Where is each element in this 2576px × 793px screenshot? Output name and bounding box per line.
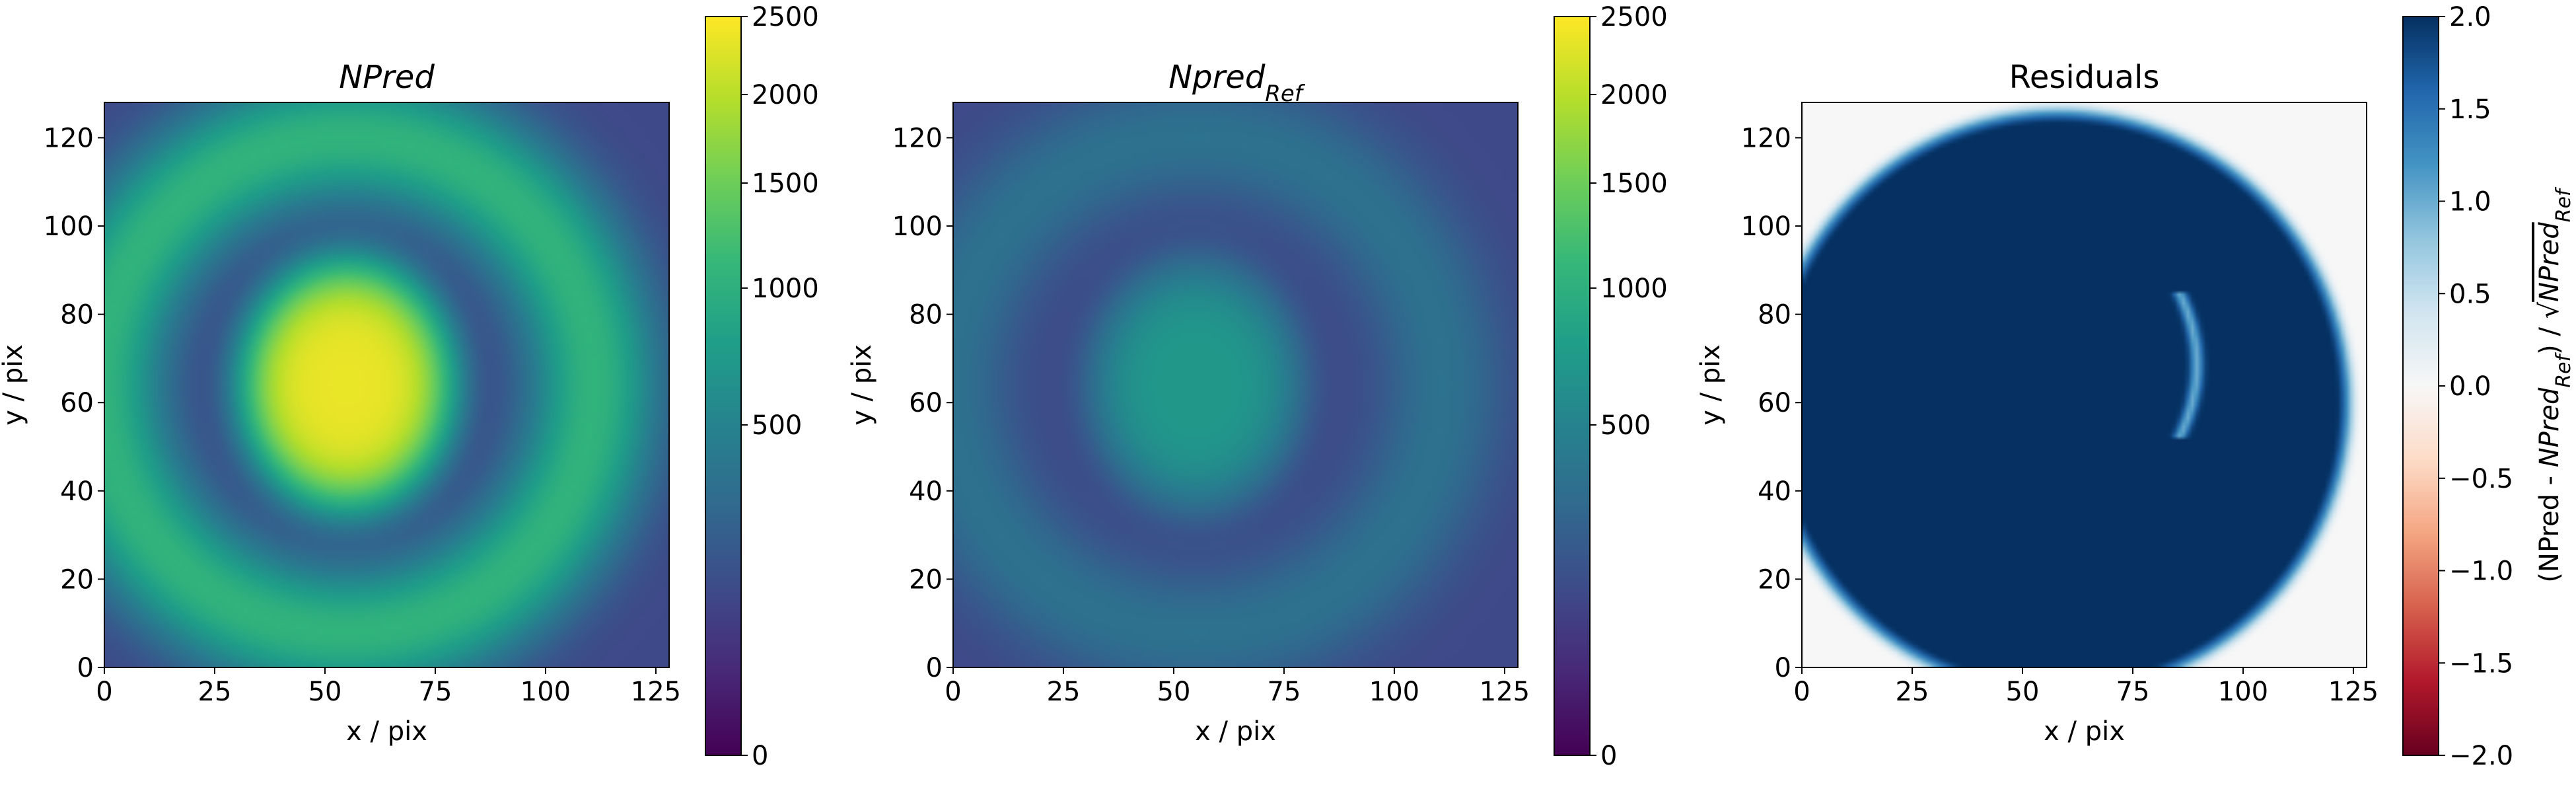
- colorbar-tick-label: −1.0: [2449, 556, 2513, 587]
- y-tick-label: 20: [909, 564, 943, 595]
- x-tick-label: 0: [1793, 677, 1810, 707]
- y-axis-label: y / pix: [1696, 344, 1726, 426]
- x-axis-label: x / pix: [346, 716, 427, 747]
- chart-title: NpredRef: [1168, 59, 1306, 107]
- colorbar-tick-label: 2000: [1600, 80, 1668, 110]
- axes-frame: [1801, 102, 2367, 668]
- heatmap-image: [1802, 102, 2367, 667]
- colorbar-tick-label: 2000: [752, 80, 819, 110]
- y-tick-label: 0: [926, 653, 943, 683]
- colorbar-tick-label: 2.0: [2449, 2, 2491, 32]
- chart-title: Residuals: [2009, 59, 2160, 96]
- heatmap-image: [104, 102, 669, 667]
- colorbar-tick-label: 1.5: [2449, 94, 2491, 125]
- x-tick-label: 25: [1047, 677, 1081, 707]
- chart-title: NPred: [339, 59, 435, 96]
- y-tick-label: 120: [1741, 123, 1791, 153]
- x-tick-label: 75: [1268, 677, 1301, 707]
- panel-3: 0 25 50 75 100 125 0 20 40 60 80 100 120 x / pix y / p…: [1696, 2, 2575, 771]
- y-tick-label: 40: [909, 476, 943, 507]
- x-tick-label: 75: [2116, 677, 2150, 707]
- x-tick-label: 100: [1369, 677, 1419, 707]
- y-tick-label: 80: [60, 300, 94, 330]
- colorbar-tick-label: 2500: [1600, 2, 1668, 32]
- colorbar-tick-label: 1500: [752, 169, 819, 199]
- y-tick-label: 20: [1758, 564, 1791, 595]
- y-tick-label: 40: [60, 476, 94, 507]
- colorbar: [705, 16, 742, 756]
- colorbar: [2402, 16, 2439, 756]
- colorbar-tick-label: 2500: [752, 2, 819, 32]
- y-tick-label: 120: [44, 123, 94, 153]
- y-tick-label: 80: [1758, 300, 1791, 330]
- x-tick-label: 75: [419, 677, 452, 707]
- colorbar-tick-label: 1500: [1600, 169, 1668, 199]
- colorbar-tick-label: −0.5: [2449, 464, 2513, 494]
- colorbar-tick-label: −2.0: [2449, 741, 2513, 771]
- y-tick-label: 120: [892, 123, 943, 153]
- colorbar-tick-label: 500: [1600, 410, 1651, 441]
- panel-2: 0 25 50 75 100 125 0 20 40 60 80 100 120 x / pix y / p…: [847, 2, 1668, 771]
- colorbar-tick-label: 500: [752, 410, 802, 441]
- x-tick-label: 50: [1157, 677, 1191, 707]
- y-tick-label: 100: [1741, 211, 1791, 242]
- y-tick-label: 40: [1758, 476, 1791, 507]
- x-tick-label: 0: [96, 677, 112, 707]
- y-tick-label: 60: [60, 388, 94, 418]
- x-tick-label: 50: [308, 677, 342, 707]
- x-tick-label: 25: [1896, 677, 1929, 707]
- colorbar-tick-label: 0: [752, 741, 768, 771]
- colorbar-tick-label: 1.0: [2449, 187, 2491, 217]
- colorbar-tick-label: 1000: [752, 274, 819, 304]
- y-tick-label: 80: [909, 300, 943, 330]
- colorbar-tick-label: 0: [1600, 741, 1617, 771]
- y-tick-label: 60: [1758, 388, 1791, 418]
- x-tick-label: 125: [1480, 677, 1530, 707]
- x-tick-label: 25: [198, 677, 232, 707]
- y-tick-label: 0: [77, 653, 94, 683]
- x-tick-label: 100: [2218, 677, 2268, 707]
- colorbar-tick-label: 0.0: [2449, 371, 2491, 402]
- y-tick-label: 0: [1775, 653, 1791, 683]
- x-tick-label: 125: [2328, 677, 2379, 707]
- x-tick-label: 0: [945, 677, 961, 707]
- colorbar-tick-label: −1.5: [2449, 648, 2513, 679]
- y-axis-label: y / pix: [0, 344, 28, 426]
- colorbar-tick-label: 0.5: [2449, 279, 2491, 309]
- y-tick-label: 100: [892, 211, 943, 242]
- x-axis-label: x / pix: [2044, 716, 2125, 747]
- heatmap-image: [953, 102, 1518, 667]
- y-tick-label: 60: [909, 388, 943, 418]
- panel-1: 0 25 50 75 100 125 0 20 40 60 80 100 120 x / pix y / p…: [0, 2, 819, 771]
- y-axis-label: y / pix: [847, 344, 877, 426]
- y-tick-label: 100: [44, 211, 94, 242]
- axes-frame: [104, 102, 670, 668]
- x-tick-label: 50: [2006, 677, 2040, 707]
- x-tick-label: 125: [631, 677, 681, 707]
- x-tick-label: 100: [520, 677, 571, 707]
- colorbar-label: (NPred - NPredRef) / √NPredRef: [2534, 186, 2575, 583]
- x-axis-label: x / pix: [1195, 716, 1276, 747]
- colorbar-tick-label: 1000: [1600, 274, 1668, 304]
- y-tick-label: 20: [60, 564, 94, 595]
- colorbar: [1554, 16, 1591, 756]
- axes-frame: [952, 102, 1519, 668]
